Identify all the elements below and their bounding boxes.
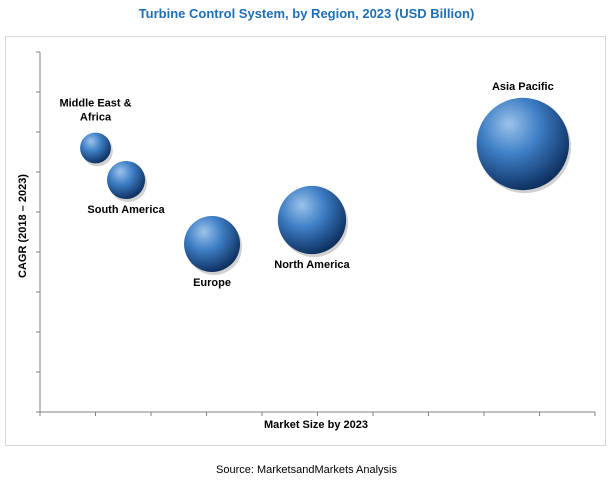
chart-frame (5, 36, 606, 446)
axes (36, 51, 596, 416)
source-note: Source: MarketsandMarkets Analysis (216, 464, 397, 476)
bubble-north-america (277, 185, 347, 255)
bubble-europe (184, 216, 241, 272)
bubble-labels: Middle East & Africa South America Europe No… (59, 81, 553, 289)
bubble-label: Africa (80, 112, 112, 124)
bubble-label: Middle East & (59, 98, 131, 110)
bubble-middle-east (80, 132, 111, 164)
chart-title: Turbine Control System, by Region, 2023 … (138, 6, 475, 21)
bubbles (80, 97, 572, 275)
bubble-label: Asia Pacific (492, 81, 554, 93)
bubble-asia-pacific (476, 97, 570, 191)
y-axis-title: CAGR (2018 – 2023) (17, 174, 29, 278)
bubble-label: Europe (193, 277, 231, 289)
bubble-label: North America (274, 259, 350, 271)
x-axis-title: Market Size by 2023 (264, 419, 368, 431)
bubble-label: South America (87, 204, 165, 216)
bubble-south-america (106, 160, 146, 200)
